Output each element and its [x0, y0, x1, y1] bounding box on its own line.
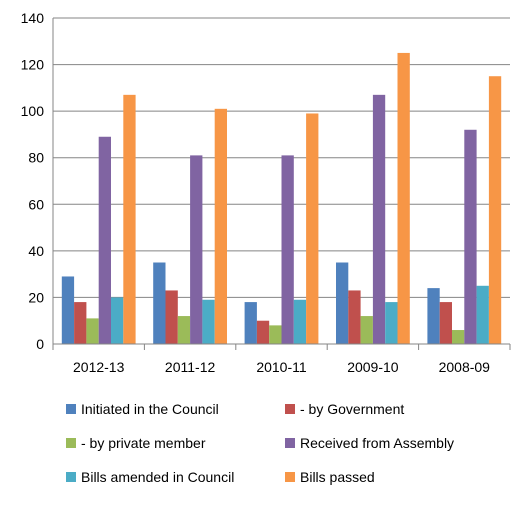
bar [111, 297, 124, 344]
x-tick-labels: 2012-13 2011-12 2010-11 2009-10 2008-09 [73, 359, 490, 375]
y-tick-label: 80 [28, 150, 44, 166]
legend-item: Initiated in the Council [66, 400, 285, 418]
x-tick-label: 2011-12 [165, 359, 216, 375]
legend-item: - by Government [285, 400, 495, 418]
legend-swatch [285, 404, 295, 414]
bar [464, 129, 477, 344]
bar [153, 262, 166, 344]
x-tick-label: 2009-10 [347, 359, 399, 375]
bar [336, 262, 349, 344]
legend-label: - by Government [300, 401, 405, 417]
legend-label: Bills amended in Council [81, 469, 235, 485]
x-tick-label: 2012-13 [73, 359, 125, 375]
y-tick-label: 140 [21, 10, 45, 26]
bar [269, 325, 282, 344]
legend-swatch [285, 438, 295, 448]
y-tick-label: 0 [36, 336, 44, 352]
bar [177, 316, 191, 344]
bar [348, 290, 361, 344]
bar [202, 299, 215, 344]
bar [61, 276, 75, 344]
legend-swatch [66, 438, 76, 448]
y-tick-labels: 0 20 40 60 80 100 120 140 [21, 10, 45, 352]
bar [281, 155, 294, 344]
y-tick-label: 120 [21, 57, 45, 73]
legend-swatch [285, 472, 295, 482]
bar [190, 155, 203, 344]
legend-label: Received from Assembly [300, 435, 455, 451]
bar [372, 94, 386, 344]
bar [74, 302, 87, 344]
legend-label: Bills passed [300, 469, 375, 485]
bar [123, 94, 136, 344]
legend-swatch [66, 404, 76, 414]
legend-label: - by private member [81, 435, 206, 451]
bar [476, 285, 489, 344]
y-tick-label: 20 [28, 289, 44, 305]
x-tick-label: 2010-11 [256, 359, 307, 375]
bar-chart: 0 20 40 60 80 100 120 140 2012-13 2011-12 2010-11… [21, 10, 511, 375]
bar [385, 302, 398, 344]
bar [427, 288, 440, 344]
legend: Initiated in the Council - by Government -… [66, 400, 506, 486]
legend-item: Received from Assembly [285, 434, 495, 452]
bar [244, 302, 257, 344]
y-tick-label: 100 [21, 103, 45, 119]
x-tick-label: 2008-09 [439, 359, 491, 375]
bar [256, 320, 270, 344]
bar [98, 136, 111, 344]
legend-swatch [66, 472, 76, 482]
bar [165, 290, 178, 344]
bar [293, 299, 307, 344]
legend-item: - by private member [66, 434, 285, 452]
bar [397, 52, 410, 345]
bar [452, 330, 465, 344]
bar [86, 318, 99, 344]
y-tick-label: 60 [28, 196, 44, 212]
bar [306, 113, 319, 344]
bar [214, 108, 227, 344]
bar [488, 76, 502, 344]
y-tick-label: 40 [28, 243, 44, 259]
legend-item: Bills passed [285, 468, 495, 486]
axes [52, 18, 511, 350]
bar [360, 316, 373, 344]
legend-item: Bills amended in Council [66, 468, 285, 486]
bars [61, 52, 502, 345]
legend-label: Initiated in the Council [81, 401, 219, 417]
bar [439, 302, 452, 344]
